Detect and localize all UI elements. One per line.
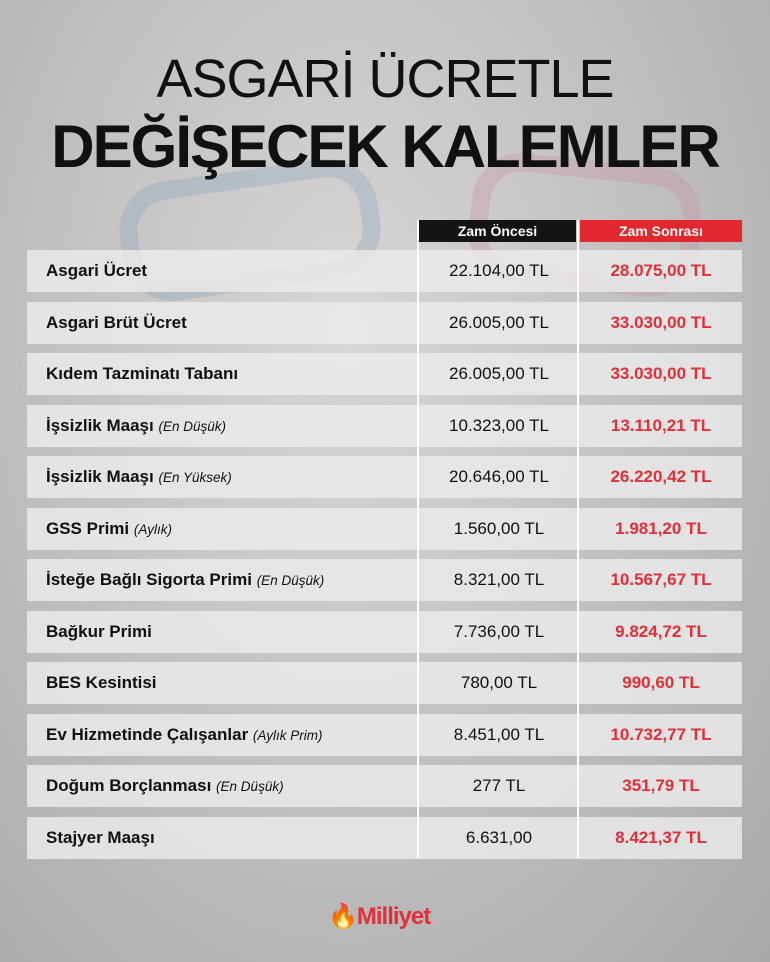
table-row: Bağkur Primi 7.736,00 TL 9.824,72 TL [27, 610, 742, 654]
table-row: İşsizlik Maaşı (En Yüksek) 20.646,00 TL … [27, 456, 742, 498]
row-label: Stajyer Maaşı [46, 817, 155, 860]
row-label-text: Bağkur Primi [46, 621, 152, 641]
row-label-text: Asgari Brüt Ücret [46, 312, 187, 332]
row-label: Asgari Ücret [46, 250, 147, 293]
row-label: Kıdem Tazminatı Tabanı [46, 353, 238, 396]
row-label-text: Kıdem Tazminatı Tabanı [46, 364, 239, 383]
column-divider [577, 220, 579, 858]
row-label: İşsizlik Maaşı (En Yüksek) [46, 456, 232, 499]
milliyet-logo: 🔥Milliyet [328, 902, 431, 931]
table-row: Ev Hizmetinde Çalışanlar (Aylık Prim) 8.… [27, 713, 742, 757]
row-note: (Aylık Prim) [252, 727, 323, 743]
row-label: GSS Primi (Aylık) [46, 508, 172, 551]
value-after: 8.421,37 TL [615, 827, 707, 847]
title-line-1: ASGARİ ÜCRETLE [156, 49, 614, 109]
value-after: 10.732,77 TL [610, 724, 712, 744]
value-after: 33.030,00 TL [610, 312, 712, 332]
value-after: 13.110,21 TL [610, 415, 712, 435]
value-before: 780,00 TL [460, 673, 538, 692]
table-row: Asgari Ücret 22.104,00 TL 28.075,00 TL [27, 250, 742, 292]
table-row: Asgari Brüt Ücret 26.005,00 TL 33.030,00… [27, 301, 742, 345]
row-label-text: GSS Primi [46, 518, 130, 538]
value-before: 22.104,00 TL [449, 261, 549, 280]
value-before: 1.560,00 TL [453, 518, 545, 538]
value-after: 9.824,72 TL [615, 621, 707, 641]
value-before: 20.646,00 TL [449, 467, 549, 486]
row-label-text: İsteğe Bağlı Sigorta Primi [46, 570, 252, 589]
table-row: BES Kesintisi 780,00 TL 990,60 TL [27, 662, 742, 704]
row-note: (En Düşük) [158, 418, 226, 434]
row-label-text: İşsizlik Maaşı [46, 467, 154, 486]
row-label-text: BES Kesintisi [46, 673, 157, 692]
table-row: İsteğe Bağlı Sigorta Primi (En Düşük) 8.… [27, 559, 742, 601]
row-label: Asgari Brüt Ücret [46, 302, 187, 345]
value-before: 26.005,00 TL [449, 312, 549, 332]
value-before: 7.736,00 TL [453, 621, 545, 641]
value-before: 10.323,00 TL [449, 415, 549, 435]
value-after: 10.567,67 TL [610, 570, 712, 589]
value-after: 1.981,20 TL [615, 518, 707, 538]
value-before: 277 TL [472, 776, 526, 795]
title-line-2: DEĞİŞECEK KALEMLER [51, 113, 720, 180]
column-divider [417, 220, 419, 858]
value-before: 26.005,00 TL [449, 364, 549, 383]
value-before: 8.451,00 TL [453, 724, 545, 744]
table-row: Stajyer Maaşı 6.631,00 8.421,37 TL [27, 816, 742, 860]
row-note: (En Yüksek) [158, 470, 232, 485]
value-before: 8.321,00 TL [453, 570, 545, 589]
value-after: 351,79 TL [622, 776, 700, 795]
table-row: Doğum Borçlanması (En Düşük) 277 TL 351,… [27, 765, 742, 807]
row-label-text: Ev Hizmetinde Çalışanlar [46, 724, 249, 744]
table-row: Kıdem Tazminatı Tabanı 26.005,00 TL 33.0… [27, 353, 742, 395]
row-label-text: Asgari Ücret [46, 261, 148, 280]
flame-icon: 🔥 [328, 903, 358, 930]
row-note: (Aylık) [133, 521, 173, 537]
logo-text: Milliyet [356, 903, 431, 930]
row-label: Bağkur Primi [46, 611, 152, 654]
header-after: Zam Sonrası [580, 220, 742, 242]
value-before: 6.631,00 [465, 827, 533, 847]
row-label: İşsizlik Maaşı (En Düşük) [46, 405, 226, 448]
row-label-text: Doğum Borçlanması [46, 776, 212, 795]
value-after: 33.030,00 TL [610, 364, 712, 383]
table-row: İşsizlik Maaşı (En Düşük) 10.323,00 TL 1… [27, 404, 742, 448]
row-label: BES Kesintisi [46, 662, 157, 705]
row-label: Doğum Borçlanması (En Düşük) [46, 765, 284, 808]
value-after: 990,60 TL [622, 673, 700, 692]
header-before: Zam Öncesi [419, 220, 576, 242]
row-label-text: Stajyer Maaşı [46, 827, 155, 847]
row-note: (En Düşük) [256, 573, 325, 588]
row-label: Ev Hizmetinde Çalışanlar (Aylık Prim) [46, 714, 323, 757]
row-label: İsteğe Bağlı Sigorta Primi (En Düşük) [46, 559, 324, 602]
table-row: GSS Primi (Aylık) 1.560,00 TL 1.981,20 T… [27, 507, 742, 551]
value-after: 26.220,42 TL [610, 467, 712, 486]
value-after: 28.075,00 TL [610, 261, 712, 280]
row-label-text: İşsizlik Maaşı [46, 415, 154, 435]
row-note: (En Düşük) [216, 779, 284, 794]
